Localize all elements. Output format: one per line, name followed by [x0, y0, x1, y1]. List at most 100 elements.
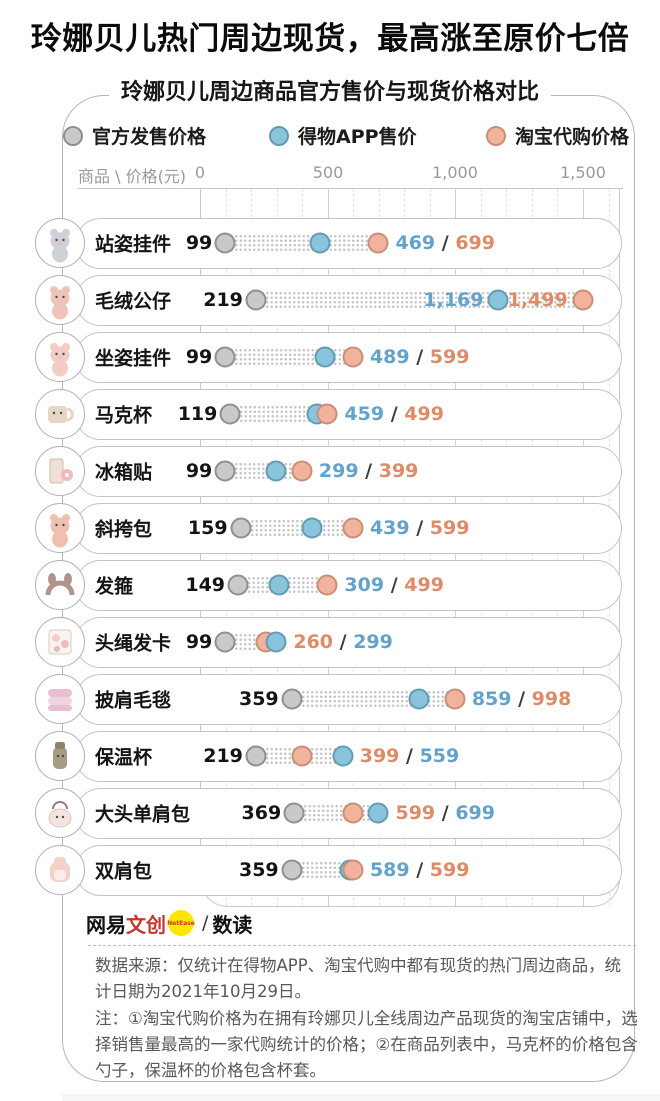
product-name: 披肩毛毯 [95, 689, 172, 712]
dewu-price-label: 299 [318, 460, 359, 482]
official-price-value: 119 [177, 403, 218, 425]
taobao-price-label: 399 [359, 745, 400, 767]
thermos-icon [53, 742, 67, 769]
bottom-strip [62, 1094, 660, 1101]
taobao-price-dot [342, 802, 364, 824]
product-image [35, 788, 85, 838]
legend-item-official: 官方发售价格 [63, 122, 206, 149]
plush-standing-icon [50, 229, 70, 263]
legend-label: 淘宝代购价格 [515, 126, 630, 148]
taobao-price-dot [444, 688, 466, 710]
taobao-price-label: 599 [429, 517, 470, 539]
dewu-price-dot [301, 517, 323, 539]
dewu-price-dot [265, 631, 287, 653]
product-name: 保温杯 [95, 746, 153, 769]
product-image [35, 389, 85, 439]
backpack-icon [50, 857, 70, 882]
axis-tick-1000: 1,000 [432, 163, 478, 182]
data-source-note: 数据来源：仅统计在得物APP、淘宝代购中都有现货的热门周边商品，统 计日期为20… [95, 953, 628, 1005]
brand-name: 网易文创 [86, 912, 166, 937]
footer-divider-line [88, 945, 636, 946]
resale-price-labels: 469 / 699 [395, 232, 495, 254]
axis-title: 商品 \ 价格(元) [78, 167, 187, 186]
price-separator: / [333, 631, 354, 653]
product-row [75, 388, 622, 440]
official-price-dot [245, 289, 267, 311]
taobao-price-label: 499 [404, 574, 444, 596]
official-price-value: 99 [185, 460, 213, 482]
source-line: 数据来源：仅统计在得物APP、淘宝代购中都有现货的热门周边商品，统 [95, 956, 622, 975]
product-name: 头绳发卡 [95, 632, 172, 655]
price-separator: / [384, 403, 405, 425]
publisher-logo: 网易文创 NetEase / 数读 [86, 908, 252, 938]
product-image [35, 560, 85, 610]
taobao-price-label: 599 [429, 859, 470, 881]
hair-ties-icon [48, 629, 72, 655]
price-range-track [291, 861, 353, 879]
official-price-value: 219 [203, 745, 243, 767]
resale-price-labels: 489 / 599 [370, 346, 470, 368]
product-image [35, 446, 85, 496]
note-line: 择销售量最高的一家代购统计的价格；②在商品列表中，马克杯的价格包含 [95, 1035, 638, 1054]
crossbody-bag-icon [50, 514, 70, 548]
dewu-price-dot [367, 802, 389, 824]
netease-badge-icon: NetEase [167, 910, 195, 936]
product-name: 坐姿挂件 [95, 347, 172, 370]
source-line: 计日期为2021年10月29日。 [95, 982, 311, 1001]
price-range-track [294, 804, 379, 822]
price-range-track [225, 234, 379, 252]
dewu-price-dot [309, 232, 331, 254]
product-image [35, 674, 85, 724]
official-price-value: 359 [238, 688, 279, 710]
dewu-price-label: 439 [369, 517, 410, 539]
taobao-price-dot [316, 574, 338, 596]
price-separator: / [511, 688, 532, 710]
taobao-price-dot [342, 346, 364, 368]
dewu-price-label: 469 [395, 232, 436, 254]
official-price-value: 219 [203, 289, 243, 311]
mug-icon [48, 406, 74, 423]
axis-tick-1500: 1,500 [560, 163, 606, 182]
dewu-price-dot [408, 688, 430, 710]
product-image [35, 218, 85, 268]
price-separator: / [435, 232, 456, 254]
official-price-dot [245, 745, 267, 767]
price-separator: / [399, 745, 420, 767]
axis-tick-0: 0 [194, 163, 206, 182]
dewu-price-label: 559 [419, 745, 460, 767]
dewu-price-label: 589 [369, 859, 410, 881]
taobao-price-dot [291, 460, 313, 482]
price-separator: / [409, 517, 430, 539]
resale-price-labels: 859 / 998 [472, 688, 572, 710]
taobao-price-dot [291, 745, 313, 767]
resale-price-labels: 399 / 559 [360, 745, 460, 767]
resale-price-labels: 599 / 699 [395, 802, 495, 824]
dewu-price-dot-icon [269, 125, 289, 146]
product-row [75, 616, 622, 668]
official-price-value: 99 [185, 631, 213, 653]
official-price-value: 369 [241, 802, 282, 824]
product-image [35, 275, 85, 325]
official-price-dot [214, 460, 236, 482]
brand-divider: / [202, 912, 209, 934]
taobao-price-label: 499 [404, 403, 444, 425]
shoulder-bag-icon [48, 801, 72, 828]
official-price-dot [214, 631, 236, 653]
product-name: 大头单肩包 [95, 803, 191, 826]
taobao-price-label: 399 [378, 460, 419, 482]
product-image [35, 503, 85, 553]
dewu-price-label: 699 [455, 802, 495, 824]
product-image [35, 332, 85, 382]
dewu-price-dot [332, 745, 354, 767]
axis-underline [78, 188, 623, 189]
product-image [35, 731, 85, 781]
chart-subtitle: 玲娜贝儿周边商品官方售价与现货价格对比 [108, 74, 552, 106]
taobao-price-label: 998 [531, 688, 572, 710]
product-row [75, 445, 622, 497]
resale-price-labels: 589 / 599 [370, 859, 470, 881]
note-line: 注：①淘宝代购价格为在拥有玲娜贝儿全线周边产品现货的淘宝店铺中，选 [95, 1009, 638, 1028]
price-separator: / [435, 802, 456, 824]
taobao-price-dot [572, 289, 594, 311]
taobao-price-label: 260 [293, 631, 334, 653]
